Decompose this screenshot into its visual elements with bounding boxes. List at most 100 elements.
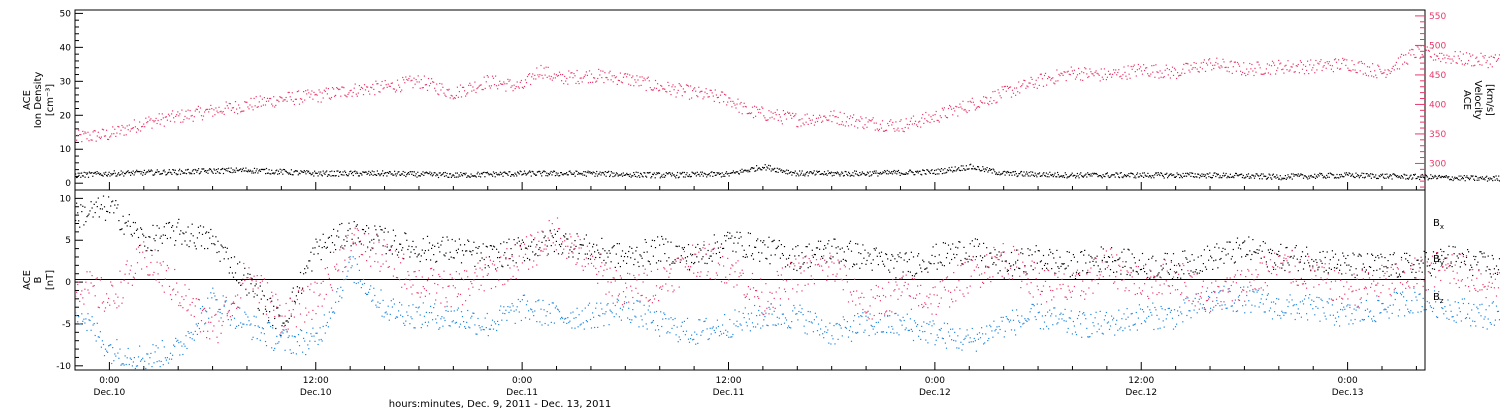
data-point bbox=[913, 172, 914, 173]
data-point bbox=[613, 173, 614, 174]
data-point bbox=[143, 124, 144, 125]
data-point bbox=[725, 94, 726, 95]
x-tick-time: 0:00 bbox=[925, 376, 945, 386]
data-point bbox=[574, 172, 575, 173]
data-point bbox=[185, 232, 186, 233]
data-point bbox=[362, 88, 363, 89]
data-point bbox=[728, 173, 729, 174]
data-point bbox=[1440, 61, 1441, 62]
data-point bbox=[1244, 73, 1245, 74]
data-point bbox=[1026, 171, 1027, 172]
data-point bbox=[1005, 86, 1006, 87]
data-point bbox=[1192, 69, 1193, 70]
data-point bbox=[841, 124, 842, 125]
data-point bbox=[683, 88, 684, 89]
data-point bbox=[1177, 172, 1178, 173]
data-point bbox=[513, 90, 514, 91]
data-point bbox=[1462, 177, 1463, 178]
x-tick-date: Dec.10 bbox=[300, 388, 332, 398]
data-point bbox=[577, 174, 578, 175]
data-point bbox=[151, 250, 152, 251]
data-point bbox=[1273, 174, 1274, 175]
data-point bbox=[550, 78, 551, 79]
data-point bbox=[1065, 72, 1066, 73]
data-point bbox=[1465, 63, 1466, 64]
data-point bbox=[406, 79, 407, 80]
data-point bbox=[256, 170, 257, 171]
data-point bbox=[1287, 177, 1288, 178]
data-point bbox=[590, 82, 591, 83]
data-point bbox=[1262, 74, 1263, 75]
data-point bbox=[661, 86, 662, 87]
data-point bbox=[760, 112, 761, 113]
data-point bbox=[798, 120, 799, 121]
data-point bbox=[324, 246, 325, 247]
data-point bbox=[1296, 174, 1297, 175]
data-point bbox=[149, 237, 150, 238]
data-point bbox=[626, 173, 627, 174]
data-point bbox=[674, 176, 675, 177]
data-point bbox=[351, 90, 352, 91]
data-point bbox=[708, 96, 709, 97]
data-point bbox=[556, 172, 557, 173]
data-point bbox=[1035, 173, 1036, 174]
data-point bbox=[195, 170, 196, 171]
data-point bbox=[298, 292, 299, 293]
data-point bbox=[169, 169, 170, 170]
data-point bbox=[796, 175, 797, 176]
data-point bbox=[132, 173, 133, 174]
data-point bbox=[169, 115, 170, 116]
data-point bbox=[1259, 178, 1260, 179]
series-Bx bbox=[75, 196, 1500, 337]
data-point bbox=[125, 223, 126, 224]
data-point bbox=[1498, 176, 1499, 177]
data-point bbox=[631, 177, 632, 178]
data-point bbox=[917, 126, 918, 127]
data-point bbox=[633, 172, 634, 173]
data-point bbox=[671, 175, 672, 176]
data-point bbox=[781, 169, 782, 170]
data-point bbox=[1177, 72, 1178, 73]
data-point bbox=[197, 170, 198, 171]
data-point bbox=[434, 88, 435, 89]
data-point bbox=[210, 229, 211, 230]
data-point bbox=[98, 132, 99, 133]
data-point bbox=[1345, 65, 1346, 66]
data-point bbox=[291, 99, 292, 100]
data-point bbox=[493, 171, 494, 172]
data-point bbox=[394, 89, 395, 90]
data-point bbox=[918, 122, 919, 123]
data-point bbox=[1128, 65, 1129, 66]
data-point bbox=[196, 248, 197, 249]
data-point bbox=[1182, 69, 1183, 70]
data-point bbox=[1215, 176, 1216, 177]
data-point bbox=[864, 124, 865, 125]
data-point bbox=[143, 172, 144, 173]
data-point bbox=[1028, 175, 1029, 176]
data-point bbox=[849, 118, 850, 119]
data-point bbox=[634, 174, 635, 175]
data-point bbox=[1300, 60, 1301, 61]
data-point bbox=[821, 122, 822, 123]
data-point bbox=[747, 171, 748, 172]
data-point bbox=[775, 112, 776, 113]
data-point bbox=[220, 261, 221, 262]
data-point bbox=[225, 108, 226, 109]
data-point bbox=[369, 175, 370, 176]
data-point bbox=[109, 137, 110, 138]
top-panel-series bbox=[75, 39, 1500, 182]
data-point bbox=[944, 173, 945, 174]
data-point bbox=[414, 171, 415, 172]
data-point bbox=[884, 170, 885, 171]
data-point bbox=[1139, 68, 1140, 69]
data-point bbox=[1137, 172, 1138, 173]
data-point bbox=[1126, 176, 1127, 177]
data-point bbox=[394, 240, 395, 241]
data-point bbox=[304, 268, 305, 269]
data-point bbox=[100, 208, 101, 209]
data-point bbox=[1019, 173, 1020, 174]
data-point bbox=[582, 81, 583, 82]
data-point bbox=[1027, 173, 1028, 174]
data-point bbox=[221, 111, 222, 112]
data-point bbox=[1083, 177, 1084, 178]
